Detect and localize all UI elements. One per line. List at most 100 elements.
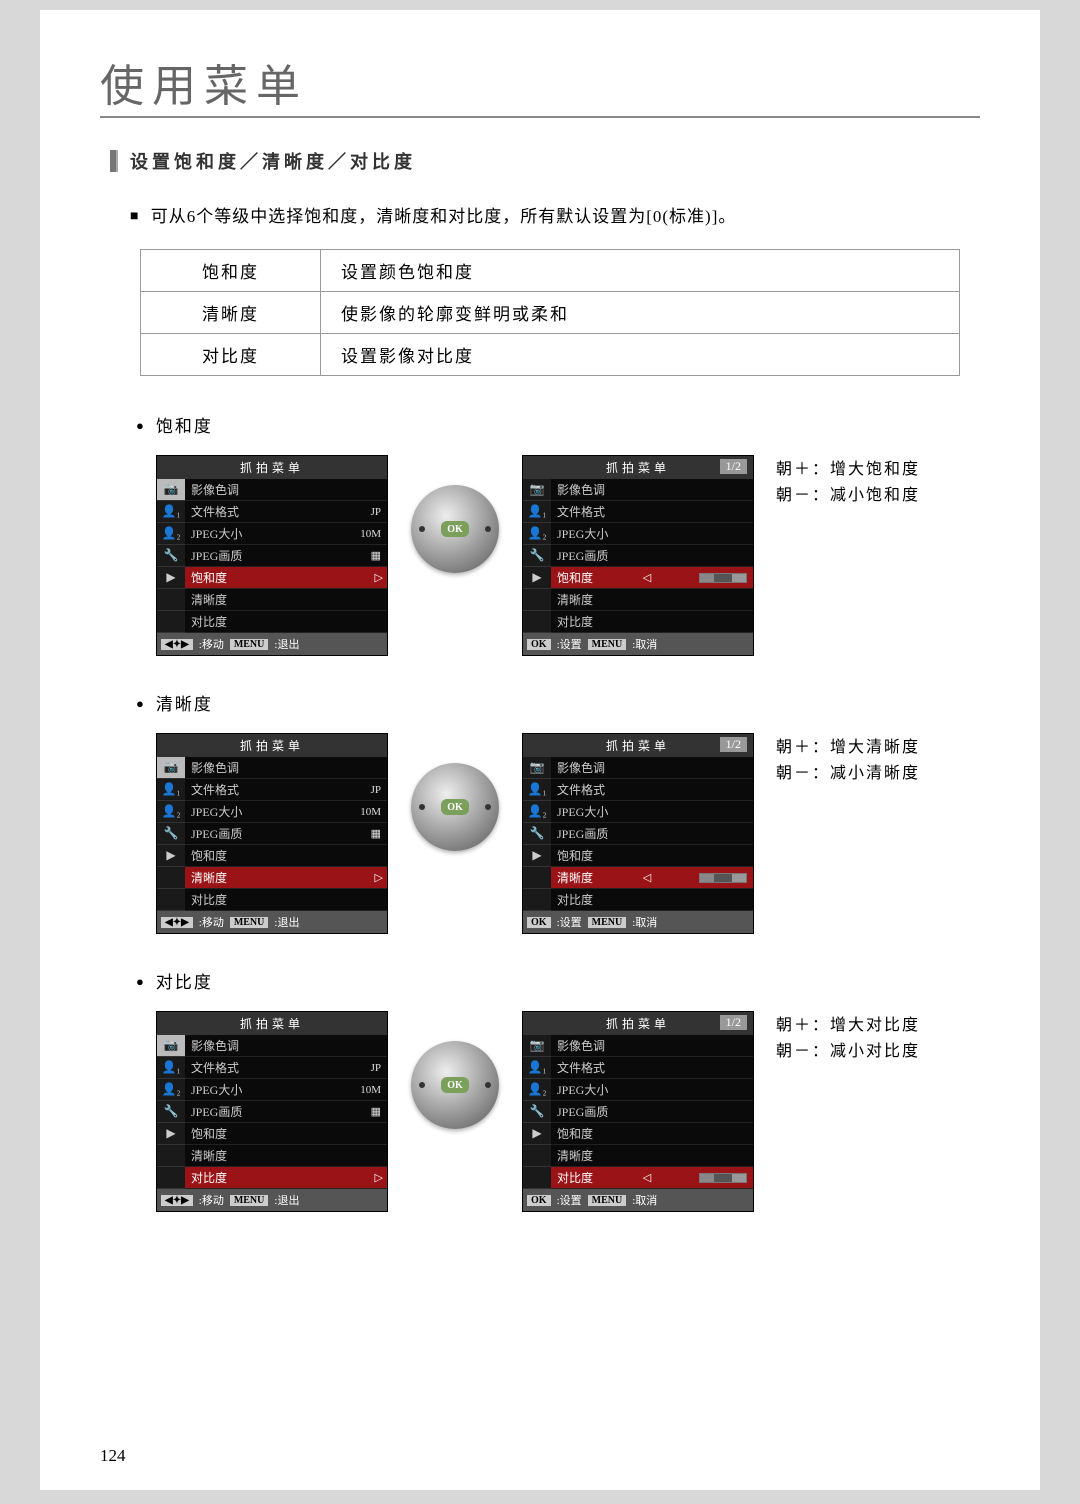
menu-item[interactable]: JPEG大小	[551, 523, 753, 545]
menu-item[interactable]: 文件格式JP	[185, 501, 387, 523]
menu-item[interactable]: 清晰度	[551, 589, 753, 611]
key-icon: MENU	[588, 1195, 627, 1206]
menu-tab[interactable]: 🔧	[523, 1101, 551, 1123]
menu-item[interactable]: 影像色调	[185, 1035, 387, 1057]
menu-tab[interactable]: 👤₂	[523, 523, 551, 545]
menu-tab[interactable]: 🔧	[157, 545, 185, 567]
menu-item[interactable]: 对比度	[551, 611, 753, 633]
menu-item[interactable]: 饱和度◁	[551, 567, 753, 589]
menu-item[interactable]: 清晰度	[185, 1145, 387, 1167]
menu-item[interactable]: JPEG画质▦	[185, 545, 387, 567]
menu-item[interactable]: 对比度◁	[551, 1167, 753, 1189]
menu-tab[interactable]: 👤₁	[523, 779, 551, 801]
menu-tab[interactable]: 🔧	[157, 1101, 185, 1123]
menu-footer: ◀✦▶:移动MENU:退出	[157, 1189, 387, 1211]
menu-item[interactable]: 清晰度	[551, 1145, 753, 1167]
menu-tab[interactable]: ▶	[157, 567, 185, 589]
chevron-right-icon: ▷	[375, 871, 383, 884]
adjustment-slider[interactable]	[699, 1173, 747, 1183]
intro-text: 可从6个等级中选择饱和度，清晰度和对比度，所有默认设置为[0(标准)]。	[151, 207, 737, 226]
menu-tab[interactable]: 🔧	[157, 823, 185, 845]
menu-item-label: 清晰度	[191, 869, 227, 886]
setting-name: 饱和度	[141, 250, 321, 292]
menu-item[interactable]: 文件格式	[551, 1057, 753, 1079]
settings-table: 饱和度设置颜色饱和度清晰度使影像的轮廓变鲜明或柔和对比度设置影像对比度	[140, 249, 960, 376]
adjustment-slider[interactable]	[699, 873, 747, 883]
menu-item-label: JPEG大小	[191, 803, 242, 820]
menu-tab[interactable]: 📷	[523, 757, 551, 779]
hint-minus: 朝－：减小清晰度	[776, 761, 920, 787]
menu-item[interactable]: 影像色调	[551, 1035, 753, 1057]
menu-item[interactable]: 文件格式JP	[185, 779, 387, 801]
menu-item[interactable]: JPEG大小	[551, 801, 753, 823]
hint-plus: 朝＋：增大清晰度	[776, 735, 920, 761]
menu-item[interactable]: 对比度▷	[185, 1167, 387, 1189]
menu-item[interactable]: JPEG大小10M	[185, 523, 387, 545]
dial-illustration	[410, 485, 500, 573]
menu-item[interactable]: 影像色调	[551, 479, 753, 501]
menu-tab[interactable]: ▶	[523, 567, 551, 589]
table-row: 清晰度使影像的轮廓变鲜明或柔和	[141, 292, 960, 334]
menu-tab[interactable]: ▶	[523, 1123, 551, 1145]
adjustment-slider[interactable]	[699, 573, 747, 583]
key-icon: ◀✦▶	[161, 639, 193, 650]
menu-tab[interactable]: 👤₁	[157, 779, 185, 801]
menu-item[interactable]: 清晰度◁	[551, 867, 753, 889]
menu-item[interactable]: JPEG大小10M	[185, 1079, 387, 1101]
menu-item[interactable]: JPEG画质	[551, 1101, 753, 1123]
menu-item[interactable]: 清晰度	[185, 589, 387, 611]
menu-footer: ◀✦▶:移动MENU:退出	[157, 633, 387, 655]
menu-tab[interactable]: 🔧	[523, 545, 551, 567]
menu-item[interactable]: 清晰度 ▷	[185, 867, 387, 889]
menu-tab[interactable]: 👤₁	[157, 1057, 185, 1079]
menu-tab[interactable]: 👤₁	[523, 1057, 551, 1079]
menu-tab[interactable]: ▶	[157, 845, 185, 867]
direction-hints: 朝＋：增大对比度朝－：减小对比度	[776, 1013, 920, 1065]
menu-tab[interactable]: 👤₂	[157, 801, 185, 823]
subsection-label: 对比度	[136, 968, 980, 993]
menu-item-label: JPEG画质	[191, 1103, 242, 1120]
menu-item[interactable]: 文件格式	[551, 501, 753, 523]
screenshot-row: 抓拍菜单📷👤₁👤₂🔧▶影像色调文件格式JPJPEG大小10MJPEG画质▦饱和度…	[156, 455, 980, 656]
menu-tab[interactable]: 📷	[523, 1035, 551, 1057]
menu-item[interactable]: JPEG画质▦	[185, 823, 387, 845]
menu-tab[interactable]: 👤₂	[157, 523, 185, 545]
menu-tab[interactable]: 🔧	[523, 823, 551, 845]
menu-item[interactable]: 影像色调	[185, 757, 387, 779]
menu-header: 抓拍菜单1/2	[523, 456, 753, 479]
menu-tab[interactable]: ▶	[157, 1123, 185, 1145]
menu-item[interactable]: JPEG大小10M	[185, 801, 387, 823]
menu-item[interactable]: 对比度	[185, 889, 387, 911]
menu-tab[interactable]: 📷	[157, 479, 185, 501]
menu-tab[interactable]: 👤₁	[523, 501, 551, 523]
menu-item-label: JPEG大小	[557, 525, 608, 542]
menu-item[interactable]: JPEG画质	[551, 823, 753, 845]
menu-item[interactable]: 影像色调	[185, 479, 387, 501]
menu-tab[interactable]: 👤₂	[157, 1079, 185, 1101]
menu-item[interactable]: 对比度	[551, 889, 753, 911]
setting-desc: 设置影像对比度	[321, 334, 960, 376]
menu-tab[interactable]: ▶	[523, 845, 551, 867]
menu-item[interactable]: 饱和度	[551, 1123, 753, 1145]
menu-item[interactable]: 饱和度	[185, 1123, 387, 1145]
menu-item[interactable]: JPEG大小	[551, 1079, 753, 1101]
menu-item[interactable]: 饱和度▷	[185, 567, 387, 589]
menu-item-label: JPEG画质	[191, 547, 242, 564]
chevron-left-icon: ◁	[643, 871, 651, 884]
menu-item[interactable]: 文件格式JP	[185, 1057, 387, 1079]
menu-tab[interactable]: 📷	[157, 1035, 185, 1057]
menu-item[interactable]: 饱和度	[185, 845, 387, 867]
menu-item[interactable]: JPEG画质	[551, 545, 753, 567]
menu-tab[interactable]: 👤₁	[157, 501, 185, 523]
key-icon: MENU	[230, 639, 269, 650]
menu-tab[interactable]: 📷	[523, 479, 551, 501]
menu-item[interactable]: 饱和度	[551, 845, 753, 867]
menu-tab[interactable]: 👤₂	[523, 1079, 551, 1101]
bullet-square-icon: ■	[130, 209, 139, 224]
menu-item[interactable]: 影像色调	[551, 757, 753, 779]
menu-item[interactable]: 文件格式	[551, 779, 753, 801]
menu-tab[interactable]: 📷	[157, 757, 185, 779]
menu-tab[interactable]: 👤₂	[523, 801, 551, 823]
menu-item[interactable]: JPEG画质▦	[185, 1101, 387, 1123]
menu-item[interactable]: 对比度	[185, 611, 387, 633]
